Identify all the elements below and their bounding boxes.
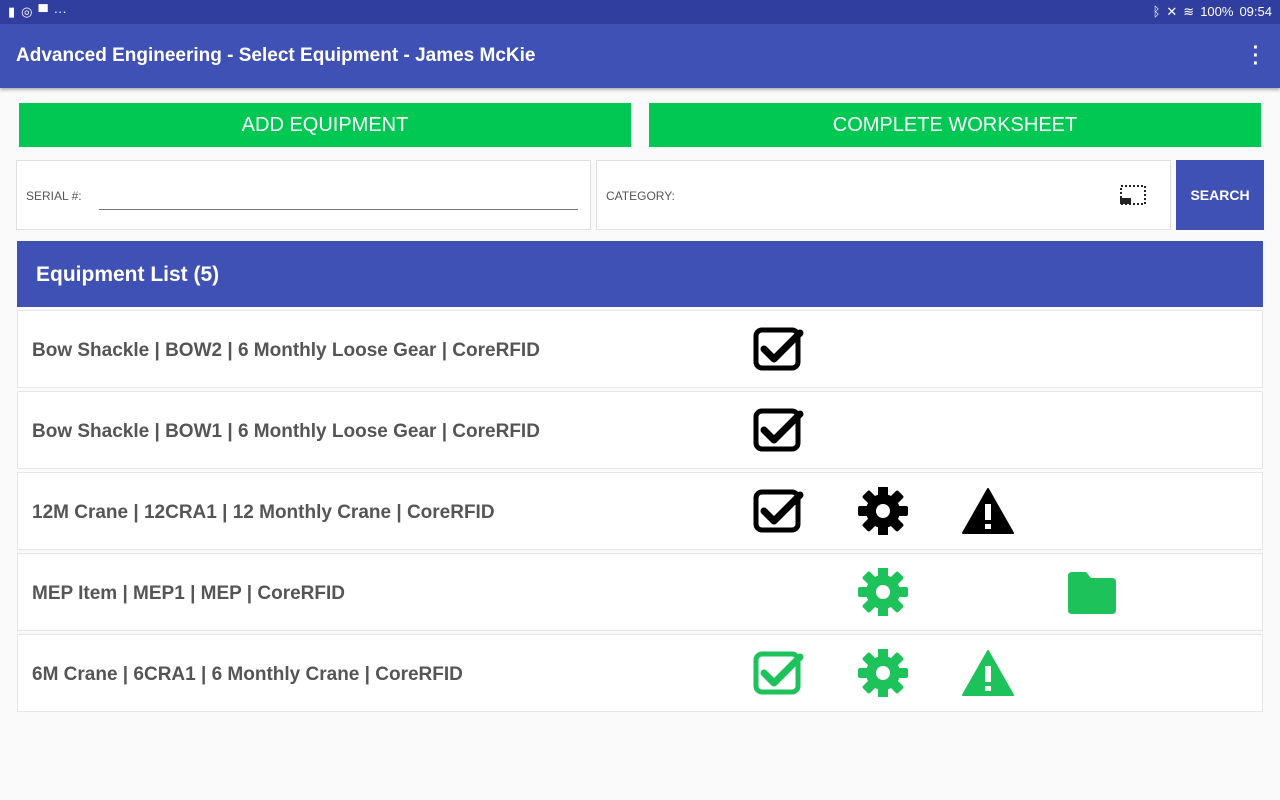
- equipment-row[interactable]: Bow Shackle | BOW2 | 6 Monthly Loose Gea…: [17, 310, 1263, 388]
- checkbox-check-icon[interactable]: [753, 406, 805, 454]
- bluetooth-icon: ᛒ: [1152, 4, 1161, 19]
- folder-icon[interactable]: [1066, 568, 1118, 616]
- serial-input[interactable]: [99, 209, 578, 210]
- sync-icon: ◎: [21, 4, 33, 19]
- equipment-row[interactable]: Bow Shackle | BOW1 | 6 Monthly Loose Gea…: [17, 391, 1263, 469]
- warning-icon[interactable]: [962, 487, 1014, 535]
- serial-label: SERIAL #:: [26, 189, 82, 203]
- overflow-menu-icon[interactable]: · · ·: [1252, 37, 1260, 75]
- checkbox-check-icon[interactable]: [753, 325, 805, 373]
- equipment-row[interactable]: MEP Item | MEP1 | MEP | CoreRFID: [17, 553, 1263, 631]
- equipment-label: 12M Crane | 12CRA1 | 12 Monthly Crane | …: [32, 502, 495, 523]
- checkbox-check-icon[interactable]: [753, 487, 805, 535]
- page-title: Advanced Engineering - Select Equipment …: [16, 45, 536, 66]
- category-label: CATEGORY:: [606, 189, 675, 203]
- category-field[interactable]: CATEGORY:: [596, 160, 1171, 230]
- serial-field[interactable]: SERIAL #:: [16, 160, 591, 230]
- app-bar: Advanced Engineering - Select Equipment …: [0, 24, 1280, 88]
- equipment-label: Bow Shackle | BOW2 | 6 Monthly Loose Gea…: [32, 340, 540, 361]
- more-icon: ···: [53, 4, 67, 19]
- dropdown-icon[interactable]: [1120, 185, 1146, 207]
- mute-icon: ✕: [1166, 4, 1178, 19]
- equipment-label: Bow Shackle | BOW1 | 6 Monthly Loose Gea…: [32, 421, 540, 442]
- gear-icon[interactable]: [857, 567, 909, 617]
- checkbox-check-icon[interactable]: [753, 649, 805, 697]
- clock: 09:54: [1239, 4, 1272, 19]
- complete-worksheet-button[interactable]: COMPLETE WORKSHEET: [649, 103, 1261, 147]
- message-icon: ▀: [38, 4, 48, 19]
- status-bar: ▮ ◎ ▀ ··· ᛒ ✕ ≋ 100% 09:54: [0, 0, 1280, 24]
- search-button[interactable]: SEARCH: [1176, 160, 1264, 230]
- equipment-label: 6M Crane | 6CRA1 | 6 Monthly Crane | Cor…: [32, 664, 463, 685]
- wifi-icon: ≋: [1183, 4, 1195, 19]
- equipment-row[interactable]: 12M Crane | 12CRA1 | 12 Monthly Crane | …: [17, 472, 1263, 550]
- equipment-label: MEP Item | MEP1 | MEP | CoreRFID: [32, 583, 345, 604]
- battery-level: 100%: [1200, 4, 1234, 19]
- gear-icon[interactable]: [857, 486, 909, 536]
- add-equipment-button[interactable]: ADD EQUIPMENT: [19, 103, 631, 147]
- equipment-row[interactable]: 6M Crane | 6CRA1 | 6 Monthly Crane | Cor…: [17, 634, 1263, 712]
- warning-icon[interactable]: [962, 649, 1014, 697]
- bag-icon: ▮: [8, 4, 16, 19]
- equipment-list-header: Equipment List (5): [17, 241, 1263, 307]
- gear-icon[interactable]: [857, 648, 909, 698]
